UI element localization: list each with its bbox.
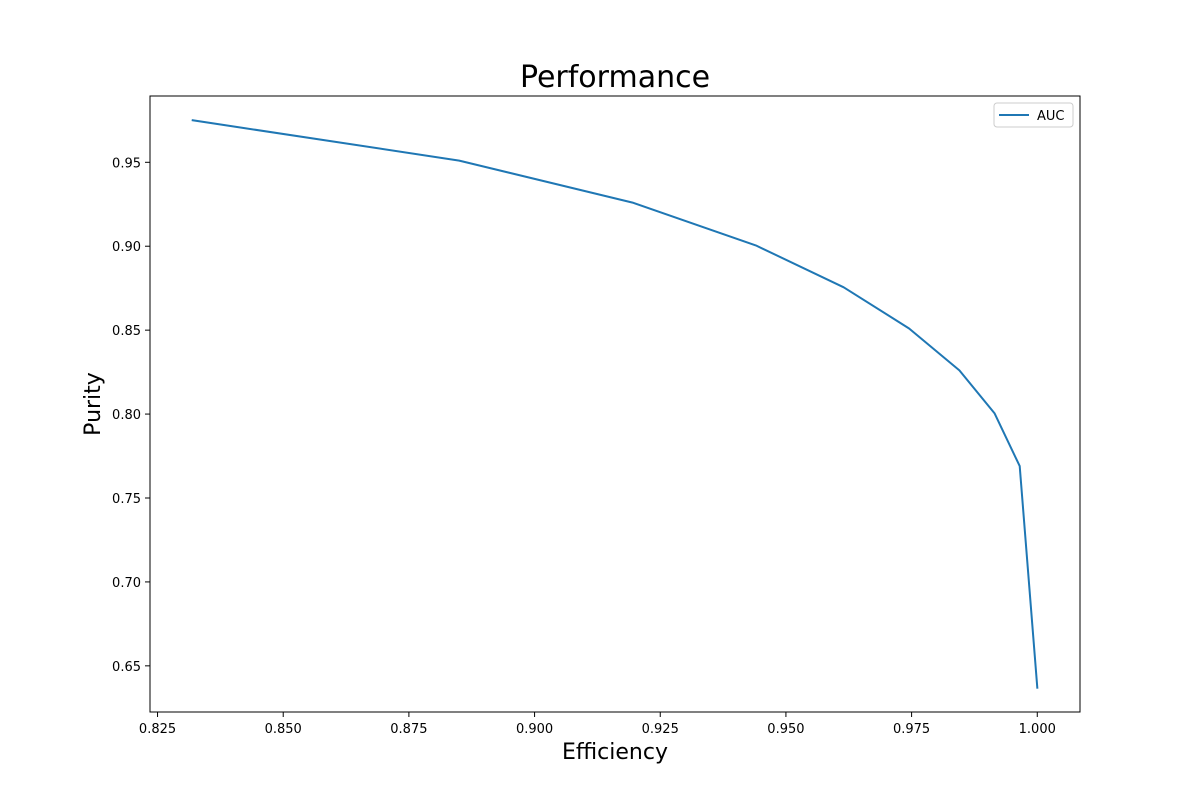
series-line-auc (191, 119, 1039, 689)
x-tick-label: 0.975 (893, 722, 930, 737)
plot-area-frame (149, 95, 1081, 713)
legend-label-auc: AUC (1037, 109, 1065, 124)
legend: AUC (993, 102, 1074, 128)
y-tick-label: 0.85 (112, 324, 141, 339)
x-tick-label: 0.925 (642, 722, 679, 737)
x-tick-label: 0.875 (390, 722, 427, 737)
legend-box (993, 102, 1074, 128)
y-tick-label: 0.95 (112, 156, 141, 171)
series-layer (191, 119, 1039, 689)
y-axis-label: Purity (81, 372, 106, 436)
x-axis-ticks: 0.825 0.850 0.875 0.900 0.925 0.950 0.975 1.000 (139, 712, 1056, 737)
x-axis-label: Efficiency (562, 740, 668, 765)
y-axis-ticks: 0.65 0.70 0.75 0.80 0.85 0.90 0.95 (112, 156, 150, 675)
y-tick-label: 0.90 (112, 240, 141, 255)
y-tick-label: 0.65 (112, 660, 141, 675)
y-tick-label: 0.80 (112, 408, 141, 423)
x-tick-label: 0.850 (265, 722, 302, 737)
y-tick-label: 0.75 (112, 492, 141, 507)
y-tick-label: 0.70 (112, 576, 141, 591)
chart-title: Performance (520, 60, 710, 95)
x-tick-label: 0.900 (516, 722, 553, 737)
x-tick-label: 1.000 (1019, 722, 1056, 737)
x-tick-label: 0.825 (139, 722, 176, 737)
x-tick-label: 0.950 (767, 722, 804, 737)
